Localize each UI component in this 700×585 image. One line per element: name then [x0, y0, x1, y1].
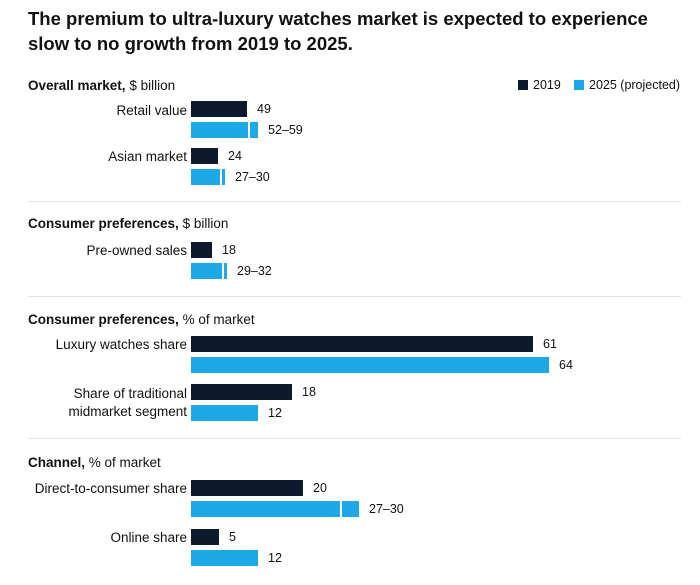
value-label-share-of-traditional-midmarket-segment-2025: 12 [268, 406, 282, 420]
bar-luxury-watches-share-2025 [191, 357, 549, 373]
section-heading-consumer-preferences-of-market: Consumer preferences, % of market [28, 312, 255, 327]
legend-label-2025: 2025 (projected) [589, 78, 681, 92]
value-label-direct-to-consumer-share-2025: 27–30 [369, 502, 404, 516]
section-divider [28, 438, 681, 439]
range-low-marker [248, 122, 250, 138]
legend-label-2019: 2019 [533, 78, 561, 92]
bar-retail-value-2019 [191, 101, 247, 117]
bar-online-share-2019 [191, 529, 219, 545]
bar-luxury-watches-share-2019 [191, 336, 533, 352]
legend-item-2025: 2025 (projected) [574, 78, 680, 92]
range-low-marker [340, 501, 342, 517]
value-label-luxury-watches-share-2025: 64 [559, 358, 573, 372]
category-label-direct-to-consumer-share: Direct-to-consumer share [34, 481, 187, 496]
legend-swatch-2019 [518, 80, 528, 90]
category-label-online-share: Online share [110, 530, 187, 545]
bar-direct-to-consumer-share-2025 [191, 501, 359, 517]
section-heading-channel-of-market: Channel, % of market [28, 455, 161, 470]
bar-pre-owned-sales-2025 [191, 263, 227, 279]
value-label-pre-owned-sales-2019: 18 [222, 243, 236, 257]
category-label-luxury-watches-share: Luxury watches share [55, 337, 187, 352]
bar-online-share-2025 [191, 550, 258, 566]
value-label-luxury-watches-share-2019: 61 [543, 337, 557, 351]
category-label-line: Share of traditional [73, 386, 187, 401]
category-label-share-of-traditional-midmarket-segment: Share of traditional midmarket segment [68, 385, 187, 421]
section-heading-overall-market-billion: Overall market, $ billion [28, 78, 175, 93]
section-heading-label: Consumer preferences, [28, 216, 179, 231]
value-label-online-share-2025: 12 [268, 551, 282, 565]
legend-item-2019: 2019 [518, 78, 561, 92]
section-heading-label: Overall market, [28, 78, 126, 93]
section-heading-label: Channel, [28, 455, 86, 470]
legend-swatch-2025 [574, 80, 584, 90]
range-low-marker [220, 169, 222, 185]
bar-pre-owned-sales-2019 [191, 242, 212, 258]
section-divider [28, 201, 681, 202]
bar-retail-value-2025 [191, 122, 258, 138]
category-label-retail-value: Retail value [116, 103, 187, 118]
section-heading-label: Consumer preferences, [28, 312, 179, 327]
section-divider [28, 296, 681, 297]
value-label-retail-value-2025: 52–59 [268, 123, 303, 137]
value-label-pre-owned-sales-2025: 29–32 [237, 264, 272, 278]
value-label-asian-market-2025: 27–30 [235, 170, 270, 184]
category-label-asian-market: Asian market [108, 149, 187, 164]
section-heading-unit: $ billion [125, 78, 176, 93]
chart-title: The premium to ultra-luxury watches mark… [28, 8, 648, 54]
range-low-marker [222, 263, 224, 279]
value-label-direct-to-consumer-share-2019: 20 [313, 481, 327, 495]
section-heading-unit: % of market [178, 312, 255, 327]
value-label-asian-market-2019: 24 [228, 149, 242, 163]
section-heading-unit: $ billion [178, 216, 229, 231]
bar-asian-market-2019 [191, 148, 218, 164]
value-label-share-of-traditional-midmarket-segment-2019: 18 [302, 385, 316, 399]
section-heading-unit: % of market [85, 455, 161, 470]
category-label-pre-owned-sales: Pre-owned sales [86, 243, 187, 258]
bar-asian-market-2025 [191, 169, 225, 185]
section-heading-consumer-preferences-billion: Consumer preferences, $ billion [28, 216, 228, 231]
value-label-online-share-2019: 5 [229, 530, 236, 544]
category-label-line: midmarket segment [68, 404, 187, 419]
bar-share-of-traditional-midmarket-segment-2025 [191, 405, 258, 421]
bar-direct-to-consumer-share-2019 [191, 480, 303, 496]
bar-share-of-traditional-midmarket-segment-2019 [191, 384, 292, 400]
value-label-retail-value-2019: 49 [257, 102, 271, 116]
